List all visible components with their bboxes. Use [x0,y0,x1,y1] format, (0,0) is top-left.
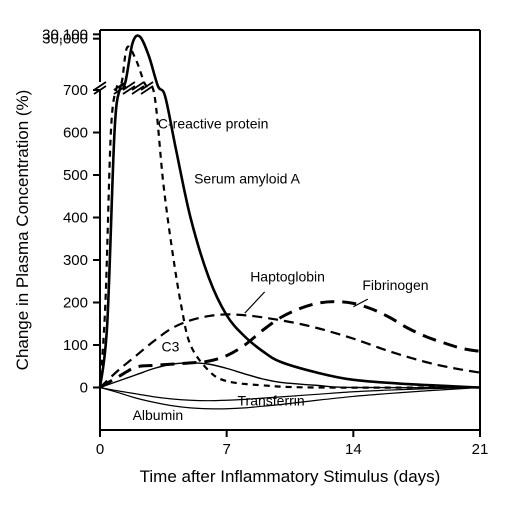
y-tick-label: 0 [80,380,88,397]
series-label: Transferrin [238,392,305,408]
series-label: C3 [162,338,180,354]
y-tick-label: 200 [63,295,88,312]
y-tick-label: 30,100 [42,26,88,43]
x-axis-label: Time after Inflammatory Stimulus (days) [140,467,441,486]
series-serum-amyloid-a [100,36,480,388]
y-tick-label: 400 [63,210,88,227]
series-label: Fibrinogen [362,277,428,293]
y-tick-label: 700 [63,82,88,99]
x-tick-label: 21 [472,441,489,458]
line-chart: 071421010020030040050060070030,00030,100… [0,0,512,519]
x-tick-label: 0 [96,441,104,458]
y-tick-label: 600 [63,125,88,142]
series-label: Albumin [133,407,184,423]
x-tick-label: 7 [222,441,230,458]
series-label: Serum amyloid A [194,171,300,187]
series-label: C-reactive protein [158,115,269,131]
y-tick-label: 300 [63,252,88,269]
y-tick-label: 500 [63,167,88,184]
series-haptoglobin [100,314,480,387]
y-axis-label: Change in Plasma Concentration (%) [13,90,32,371]
x-tick-label: 14 [345,441,362,458]
series-label: Haptoglobin [250,268,325,284]
plot-border [100,30,480,430]
chart-container: 071421010020030040050060070030,00030,100… [0,0,512,519]
y-tick-label: 100 [63,337,88,354]
series-fibrinogen [100,302,480,388]
label-leader [245,292,265,313]
